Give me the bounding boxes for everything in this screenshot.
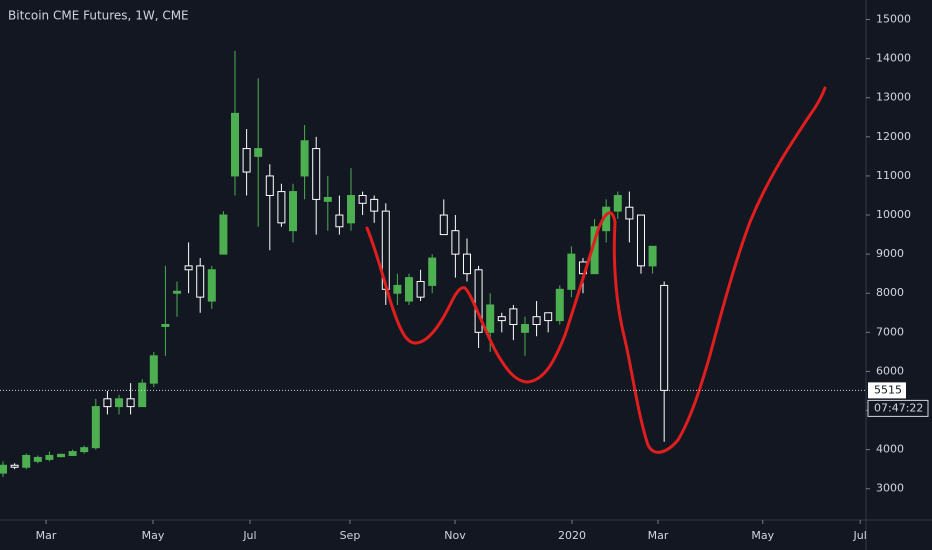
candle-body bbox=[10, 464, 19, 468]
candle-body bbox=[196, 265, 205, 298]
x-tick-label: May bbox=[751, 529, 774, 542]
y-tick-label: 15000 bbox=[876, 13, 911, 26]
candle-body bbox=[91, 406, 100, 449]
candle-body bbox=[126, 398, 135, 408]
x-tick-label: Sep bbox=[340, 529, 361, 542]
x-tick-label: 2020 bbox=[558, 529, 586, 542]
candle-body bbox=[45, 454, 54, 460]
candle-body bbox=[335, 214, 344, 228]
x-tick-label: Jul bbox=[853, 529, 867, 542]
candle-body bbox=[300, 140, 309, 177]
candle-body bbox=[323, 196, 332, 202]
candle-body bbox=[265, 175, 274, 196]
y-tick-label: 6000 bbox=[876, 364, 904, 377]
y-tick-label: 9000 bbox=[876, 247, 904, 260]
y-tick-label: 12000 bbox=[876, 130, 911, 143]
candle-body bbox=[474, 269, 483, 333]
x-tick-label: Mar bbox=[648, 529, 669, 542]
candle-body bbox=[544, 312, 553, 322]
candle-body bbox=[80, 447, 89, 453]
candle-body bbox=[648, 245, 657, 267]
countdown-box bbox=[867, 399, 929, 417]
candle-body bbox=[451, 230, 460, 255]
candle-body bbox=[346, 194, 355, 224]
candle-body bbox=[138, 382, 147, 408]
x-tick-label: Nov bbox=[444, 529, 466, 542]
candle-body bbox=[149, 355, 158, 384]
y-tick-label: 14000 bbox=[876, 52, 911, 65]
candle-body bbox=[288, 191, 297, 232]
y-tick-label: 8000 bbox=[876, 286, 904, 299]
candle-body bbox=[219, 214, 228, 255]
candle-body bbox=[416, 281, 425, 298]
candle-body bbox=[161, 324, 170, 327]
candle-body bbox=[33, 456, 42, 462]
candle-body bbox=[520, 324, 529, 333]
candle-body bbox=[636, 214, 645, 267]
y-tick-label: 7000 bbox=[876, 325, 904, 338]
candle-body bbox=[254, 148, 263, 157]
candle-body bbox=[184, 265, 193, 271]
candle-body bbox=[509, 308, 518, 326]
candle-body bbox=[231, 112, 240, 177]
candle-body bbox=[428, 257, 437, 286]
candle-body bbox=[393, 284, 402, 294]
last-price-label: 5515 bbox=[874, 383, 902, 396]
x-tick-label: May bbox=[142, 529, 165, 542]
candle-body bbox=[555, 288, 564, 322]
candle-body bbox=[0, 464, 8, 474]
y-tick-label: 11000 bbox=[876, 169, 911, 182]
candle-body bbox=[497, 316, 506, 322]
candles bbox=[0, 50, 669, 477]
candle-body bbox=[173, 290, 182, 294]
candle-body bbox=[57, 453, 66, 458]
x-tick-label: Mar bbox=[36, 529, 57, 542]
candle-body bbox=[370, 198, 379, 212]
candle-body bbox=[625, 206, 634, 220]
candle-body bbox=[277, 191, 286, 224]
candle-body bbox=[115, 398, 124, 408]
candle-body bbox=[462, 253, 471, 275]
candle-body bbox=[567, 253, 576, 290]
candle-body bbox=[660, 284, 669, 391]
candle-body bbox=[404, 277, 413, 302]
candle-body bbox=[22, 454, 31, 468]
candle-body bbox=[103, 398, 112, 408]
y-tick-label: 10000 bbox=[876, 208, 911, 221]
last-price-box bbox=[868, 382, 906, 399]
candle-body bbox=[439, 214, 448, 236]
candle-body bbox=[68, 451, 77, 456]
annotation-curve bbox=[365, 86, 827, 454]
candle-body bbox=[613, 194, 622, 212]
candle-body bbox=[207, 269, 216, 302]
y-tick-label: 13000 bbox=[876, 91, 911, 104]
x-tick-label: Jul bbox=[242, 529, 256, 542]
chart-title: Bitcoin CME Futures, 1W, CME bbox=[8, 9, 189, 23]
candle-body bbox=[312, 148, 321, 200]
y-tick-label: 3000 bbox=[876, 482, 904, 495]
candle-body bbox=[358, 194, 367, 204]
candle-body bbox=[532, 316, 541, 326]
countdown: 07:47:22 bbox=[874, 401, 923, 414]
candle-body bbox=[486, 304, 495, 333]
candle-body bbox=[242, 148, 251, 173]
y-tick-label: 4000 bbox=[876, 443, 904, 456]
